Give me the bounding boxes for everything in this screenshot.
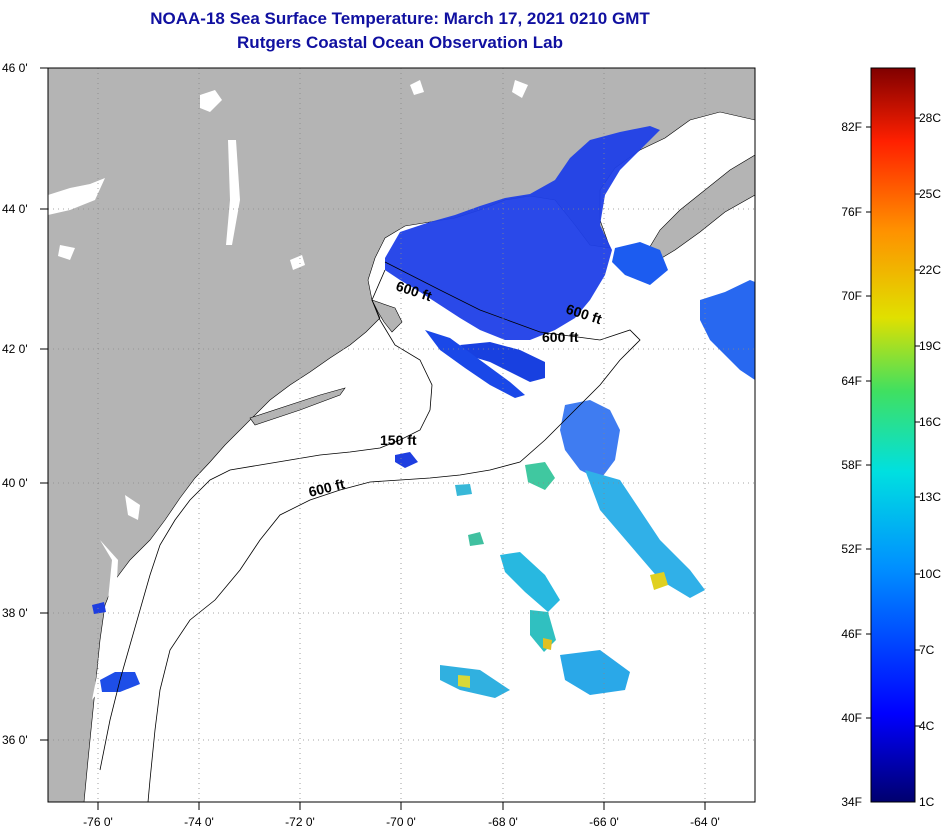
sst-warm-streak-5 — [650, 572, 668, 590]
lat-tick-label: 36 0' — [2, 733, 28, 747]
colorbar-f-label: 52F — [841, 542, 862, 556]
lake-white-3 — [410, 80, 424, 95]
lake-white-4 — [512, 80, 528, 98]
colorbar — [870, 67, 916, 803]
colorbar-ticks — [866, 117, 920, 727]
sst-warm-streak-2 — [525, 462, 555, 490]
depth-label-150ft: 150 ft — [380, 432, 417, 448]
lat-tick-label: 44 0' — [2, 202, 28, 216]
axis-ticks — [40, 67, 706, 810]
lon-tick-label: -66 0' — [589, 815, 619, 829]
lon-tick-label: -68 0' — [488, 815, 518, 829]
lat-tick-label: 46 0' — [2, 61, 28, 75]
sst-warm-streak-12 — [455, 484, 472, 496]
lat-tick-label: 42 0' — [2, 342, 28, 356]
colorbar-c-label: 4C — [919, 719, 935, 733]
lon-tick-label: -74 0' — [184, 815, 214, 829]
sst-warm-streak-10 — [560, 650, 630, 695]
sst-east-patch — [700, 280, 755, 380]
map-subtitle: Rutgers Coastal Ocean Observation Lab — [237, 33, 563, 52]
sst-warm-streak-9 — [458, 675, 470, 688]
lake-white-1 — [200, 90, 222, 112]
lon-tick-label: -72 0' — [285, 815, 315, 829]
sst-gulf-of-maine — [385, 126, 660, 340]
colorbar-f-label: 76F — [841, 205, 862, 219]
colorbar-c-label: 19C — [919, 339, 941, 353]
map-panel: 600 ft 600 ft 600 ft 150 ft 600 ft — [48, 68, 755, 802]
lat-tick-label: 40 0' — [2, 476, 28, 490]
lat-tick-label: 38 0' — [2, 606, 28, 620]
colorbar-c-label: 1C — [919, 795, 935, 809]
colorbar-c-label: 28C — [919, 111, 941, 125]
colorbar-f-label: 40F — [841, 711, 862, 725]
lake-white-5 — [58, 245, 75, 260]
sst-warm-streak-4 — [585, 470, 705, 598]
colorbar-c-label: 25C — [919, 187, 941, 201]
depth-label-600ft-3: 600 ft — [542, 329, 579, 345]
lon-tick-label: -70 0' — [386, 815, 416, 829]
colorbar-f-label: 58F — [841, 458, 862, 472]
land-cape-cod — [371, 299, 403, 333]
isobath-150ft — [99, 269, 433, 771]
colorbar-f-label: 70F — [841, 289, 862, 303]
sst-warm-streak-1 — [500, 552, 560, 612]
colorbar-f-label: 64F — [841, 374, 862, 388]
sst-warm-streak-8 — [440, 665, 510, 698]
lake-ontario — [48, 178, 105, 215]
sst-chesapeake-mouth — [100, 672, 140, 692]
sst-warm-streak-11 — [468, 532, 484, 546]
colorbar-c-label: 7C — [919, 643, 935, 657]
lon-tick-label: -76 0' — [83, 815, 113, 829]
sst-nova-scotia-shelf — [612, 242, 668, 285]
sst-warm-streak-7 — [543, 638, 552, 650]
colorbar-f-label: 34F — [841, 795, 862, 809]
lake-white-2 — [290, 255, 305, 270]
colorbar-c-label: 22C — [919, 263, 941, 277]
colorbar-f-label: 46F — [841, 627, 862, 641]
map-title: NOAA-18 Sea Surface Temperature: March 1… — [150, 9, 650, 28]
sst-small-blue — [92, 602, 106, 614]
colorbar-c-label: 13C — [919, 490, 941, 504]
colorbar-c-label: 10C — [919, 567, 941, 581]
colorbar-f-label: 82F — [841, 120, 862, 134]
sst-band-1 — [425, 330, 525, 398]
sst-shelf-patch — [560, 400, 620, 480]
chesapeake-bay — [92, 540, 118, 700]
colorbar-c-label: 16C — [919, 415, 941, 429]
lon-tick-label: -64 0' — [690, 815, 720, 829]
sst-georges-bank — [460, 342, 545, 382]
land-long-island — [249, 387, 346, 426]
delaware-bay — [125, 495, 140, 520]
lake-champlain — [226, 140, 240, 245]
isobath-600ft — [147, 261, 641, 802]
